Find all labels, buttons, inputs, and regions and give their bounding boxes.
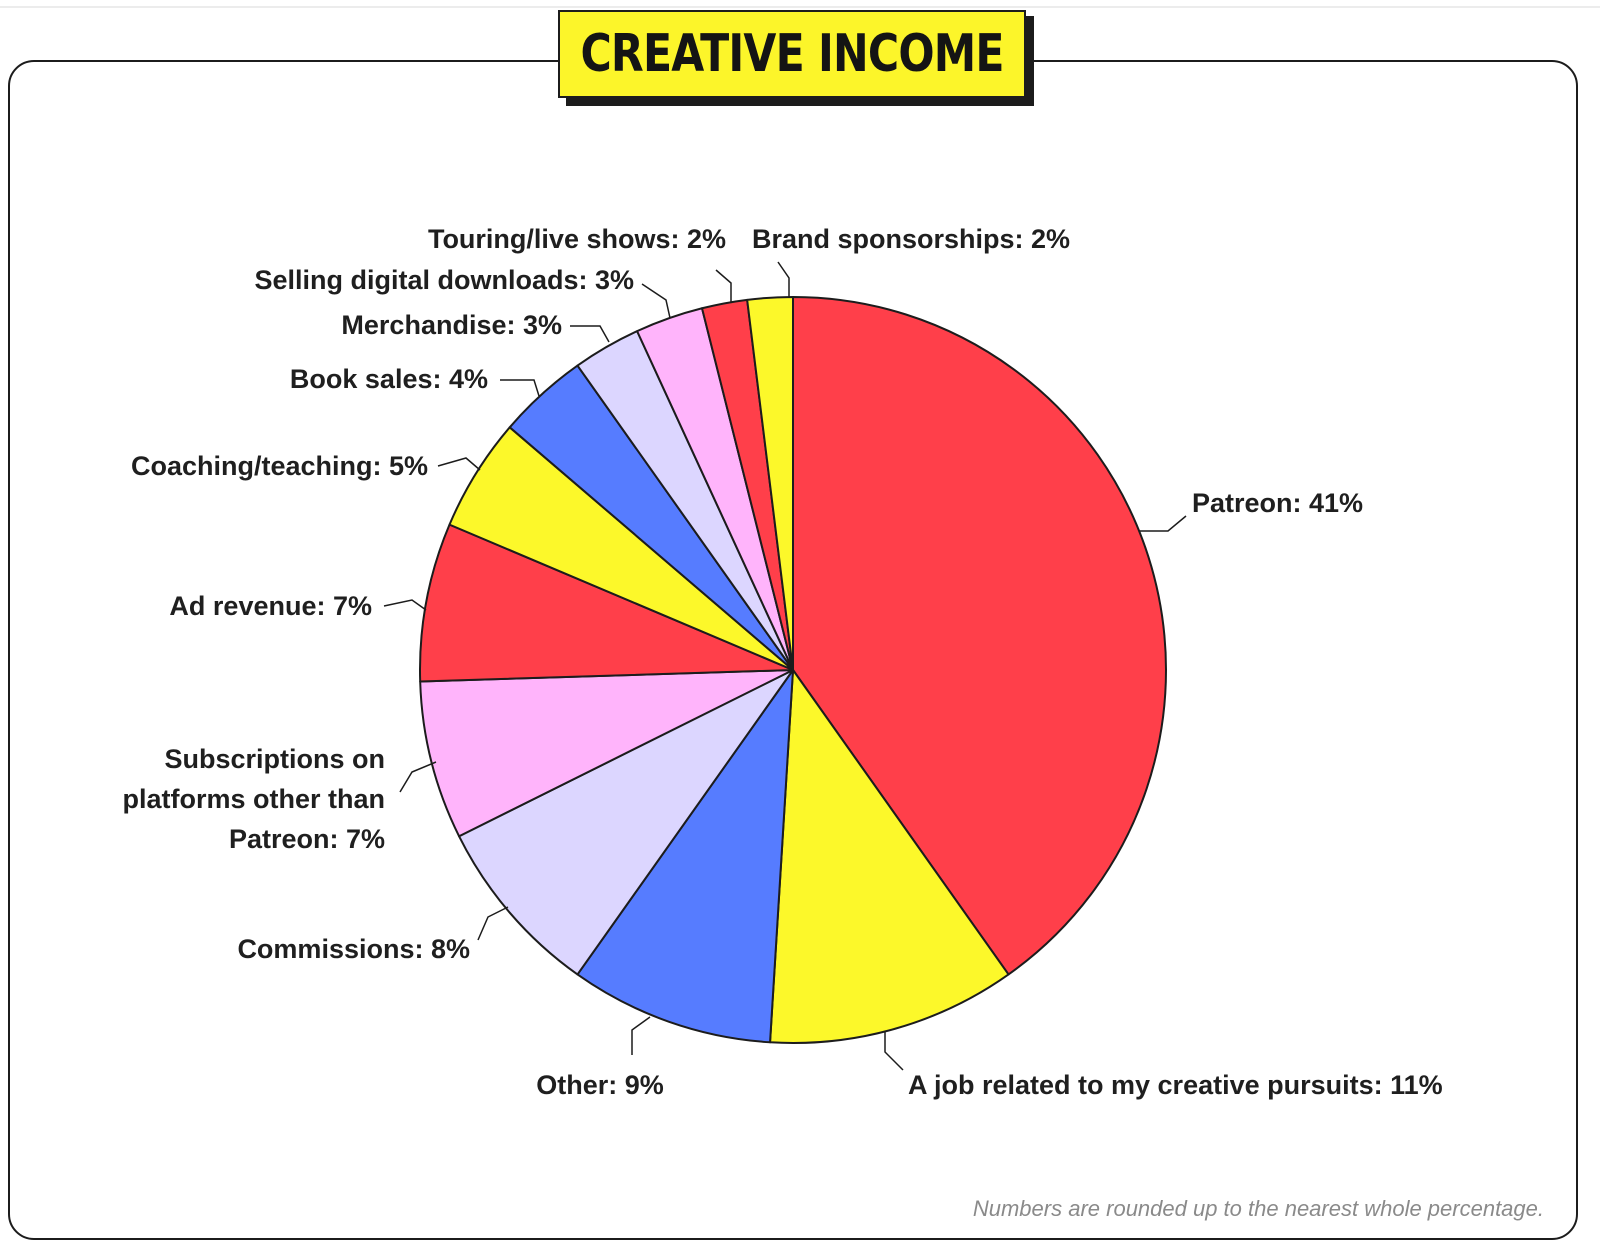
- slice-label-7: Coaching/teaching: 5%: [131, 451, 428, 481]
- pie-slice-3: [576, 669, 794, 1044]
- slice-label-10: Selling digital downloads: 3%: [254, 265, 634, 295]
- leader-line-3: [631, 1016, 651, 1055]
- pie-slices: [419, 296, 1167, 1044]
- slice-labels: Patreon: 41% A job related to my creative…: [122, 224, 1442, 1100]
- leader-line-4: [477, 906, 509, 941]
- chart-title: CREATIVE INCOME: [580, 24, 1004, 84]
- slice-label-9: Merchandise: 3%: [341, 310, 562, 340]
- leader-line-5: [399, 761, 437, 793]
- leader-line-1: [1139, 515, 1187, 532]
- leader-line-8: [500, 379, 540, 397]
- leader-line-10: [641, 283, 671, 319]
- leader-line-7: [437, 457, 481, 471]
- pie-slice-12: [746, 296, 794, 671]
- leader-line-11: [715, 269, 732, 303]
- leader-line-12: [777, 261, 790, 298]
- leader-lines: [383, 261, 1187, 1071]
- pie-slice-1: [792, 296, 1167, 976]
- pie-slice-2: [769, 669, 1010, 1044]
- slice-label-5: Subscriptions on platforms other than Patr…: [122, 744, 385, 854]
- leader-line-2: [884, 1032, 904, 1071]
- pie-slice-4: [458, 669, 794, 976]
- slice-label-1: Patreon: 41%: [1192, 488, 1363, 518]
- top-divider: [0, 6, 1600, 8]
- slice-label-8: Book sales: 4%: [290, 364, 488, 394]
- slice-label-11: Touring/live shows: 2%: [428, 224, 726, 254]
- slice-label-12: Brand sponsorships: 2%: [752, 224, 1070, 254]
- leader-line-9: [570, 325, 610, 343]
- leader-line-6: [383, 599, 427, 611]
- slice-label-3: Other: 9%: [536, 1070, 664, 1100]
- pie-slice-5: [419, 669, 794, 838]
- footnote: Numbers are rounded up to the nearest wh…: [972, 1196, 1544, 1221]
- slice-label-4: Commissions: 8%: [237, 934, 470, 964]
- slice-label-6: Ad revenue: 7%: [169, 591, 372, 621]
- slice-label-2: A job related to my creative pursuits: 1…: [908, 1070, 1443, 1100]
- pie-slice-6: [419, 523, 794, 683]
- chart-title-badge: CREATIVE INCOME: [558, 10, 1026, 98]
